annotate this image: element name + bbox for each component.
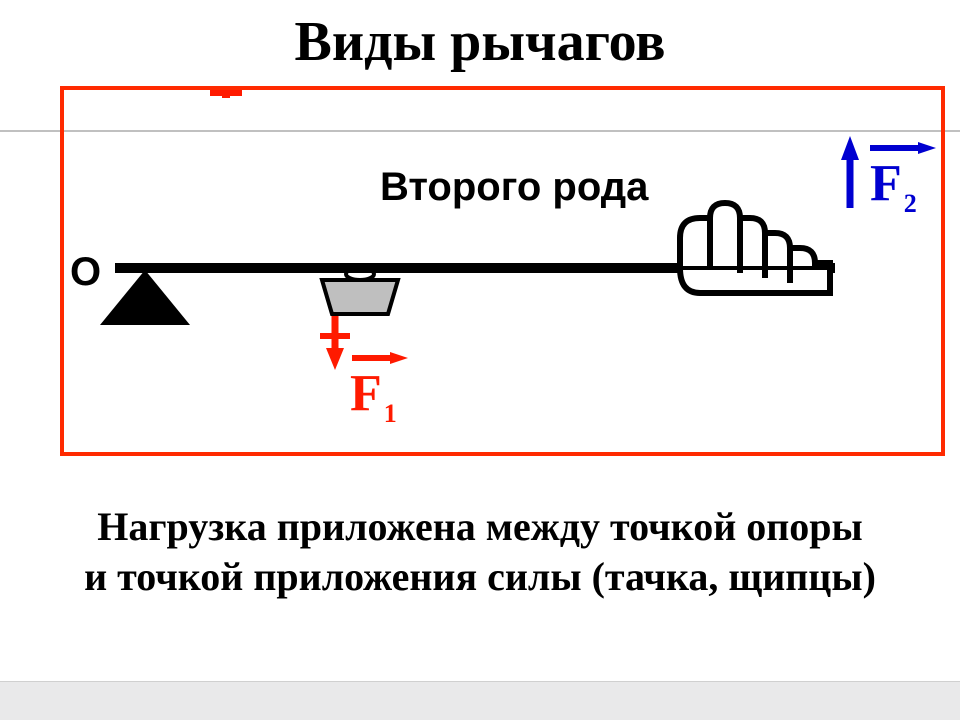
page-title: Виды рычагов — [0, 10, 960, 74]
force-f1-label: F1 — [350, 365, 397, 428]
lever-diagram: Второго рода O F1 — [70, 90, 950, 460]
force-f2-vector-bar — [870, 142, 936, 154]
force-f2-label: F2 — [870, 155, 917, 218]
diagram-subtitle: Второго рода — [380, 165, 649, 209]
caption-line2: и точкой приложения силы (тачка, щипцы) — [84, 554, 876, 599]
fulcrum-label: O — [70, 250, 101, 294]
caption-text: Нагрузка приложена между точкой опоры и … — [0, 502, 960, 602]
fulcrum-triangle-icon — [100, 270, 190, 325]
force-f1-vector-bar — [352, 352, 408, 364]
hand-icon — [680, 203, 830, 293]
slide: Виды рычагов Второго рода O — [0, 0, 960, 720]
force-f1-arrow-icon — [320, 316, 350, 370]
caption-line1: Нагрузка приложена между точкой опоры — [97, 504, 863, 549]
load-weight-icon — [322, 268, 398, 314]
force-f2-arrow-icon — [841, 136, 859, 208]
footer-bar — [0, 681, 960, 720]
